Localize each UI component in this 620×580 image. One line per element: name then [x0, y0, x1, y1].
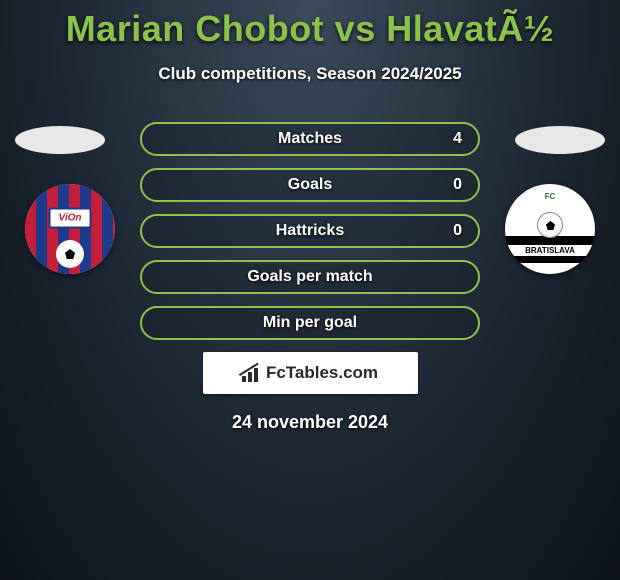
brand-text: FcTables.com	[266, 363, 378, 383]
stat-row: Matches 4	[140, 122, 480, 156]
stat-label: Min per goal	[263, 314, 357, 332]
date-label: 24 november 2024	[0, 412, 620, 433]
brand-watermark: FcTables.com	[203, 352, 418, 394]
stat-row: Hattricks 0	[140, 214, 480, 248]
stat-label: Matches	[278, 130, 342, 148]
stat-label: Hattricks	[276, 222, 344, 240]
stat-row: Min per goal	[140, 306, 480, 340]
chart-icon	[242, 364, 264, 382]
stats-list: Matches 4 Goals 0 Hattricks 0 Goals per …	[140, 122, 480, 340]
club-badge-right: FC BRATISLAVA	[505, 184, 595, 274]
badge-right-bottom-text: BRATISLAVA	[505, 245, 595, 256]
stat-value: 4	[453, 130, 462, 148]
soccer-ball-icon	[56, 240, 84, 268]
stat-value: 0	[453, 222, 462, 240]
stat-row: Goals per match	[140, 260, 480, 294]
stat-row: Goals 0	[140, 168, 480, 202]
club-badge-left: ViOn	[25, 184, 115, 274]
subtitle: Club competitions, Season 2024/2025	[0, 64, 620, 84]
right-shadow-ellipse	[515, 126, 605, 154]
stat-label: Goals	[288, 176, 332, 194]
stat-label: Goals per match	[247, 268, 372, 286]
page-title: Marian Chobot vs HlavatÃ½	[0, 0, 620, 50]
left-shadow-ellipse	[15, 126, 105, 154]
soccer-ball-icon	[537, 212, 563, 238]
stat-value: 0	[453, 176, 462, 194]
badge-right-top-text: FC	[505, 192, 595, 201]
badge-left-label: ViOn	[49, 208, 92, 229]
comparison-panel: ViOn FC BRATISLAVA Matches 4 Goals 0 Hat…	[0, 122, 620, 433]
